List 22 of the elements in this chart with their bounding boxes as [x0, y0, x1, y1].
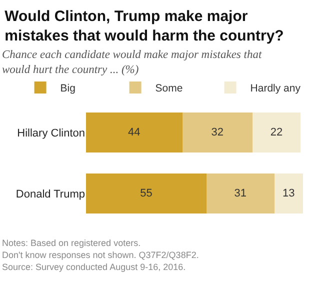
data-label: 44	[128, 126, 140, 138]
bar	[274, 173, 303, 214]
y-tick-label: Hillary Clinton	[17, 127, 85, 140]
data-label: 32	[211, 126, 224, 138]
bar	[206, 173, 274, 214]
data-label: 13	[282, 188, 295, 200]
source-note: Source: Survey conducted August 9-16, 2016.	[2, 262, 186, 272]
bar	[86, 173, 206, 214]
bar	[252, 112, 301, 153]
bar	[182, 112, 252, 153]
chart-title: Would Clinton, Trump make major mistakes that would harm the country?	[4, 8, 284, 44]
legend-label: Hardly any	[250, 82, 302, 95]
legend-label: Some	[155, 82, 183, 95]
data-label: 22	[270, 126, 283, 138]
text: Don't know responses not shown. Q37F2/Q38F2.	[2, 250, 199, 260]
legend-label: Big	[60, 82, 76, 95]
bar	[86, 112, 182, 153]
data-label: 55	[140, 188, 152, 200]
chart-subtitle: Chance each candidate would make major mistakes that would hurt the country ... (%)	[2, 49, 262, 76]
text: Notes: Based on registered voters.	[2, 238, 141, 248]
data-label: 31	[234, 188, 247, 200]
y-tick-label: Donald Trump	[16, 188, 85, 200]
